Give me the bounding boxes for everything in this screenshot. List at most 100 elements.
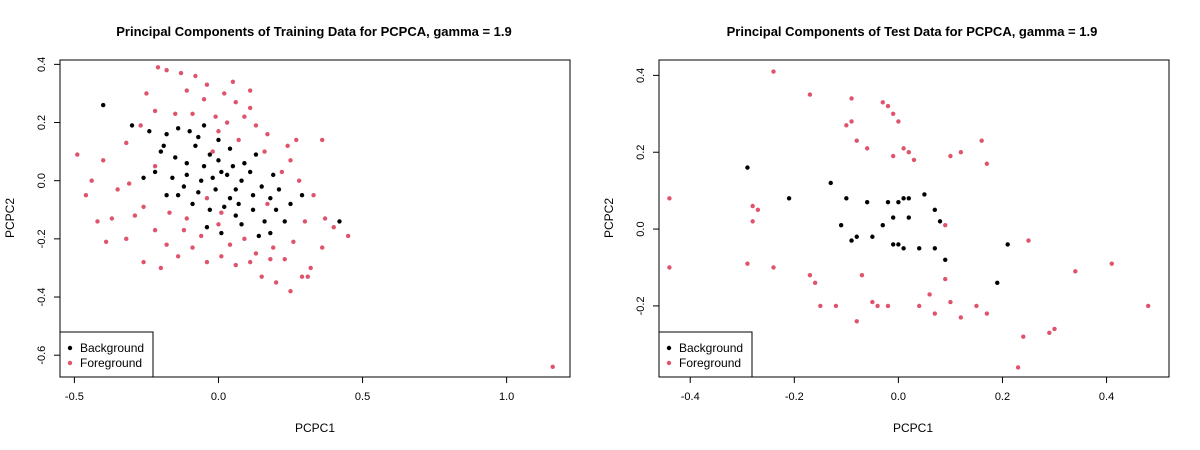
foreground-point (880, 100, 885, 105)
foreground-point (101, 158, 106, 163)
y-tick-label: 0.4 (36, 57, 48, 72)
background-point (896, 242, 901, 247)
background-point (917, 246, 922, 251)
legend-marker-background (666, 345, 672, 351)
foreground-point (262, 149, 267, 154)
background-point (995, 280, 1000, 286)
foreground-point (927, 292, 932, 297)
background-point (196, 134, 201, 140)
background-point (247, 169, 253, 175)
x-axis-ticks: -0.4 -0.2 0.0 0.2 0.4 (681, 377, 1114, 403)
foreground-point (906, 150, 911, 155)
foreground-point (854, 319, 859, 324)
foreground-point (345, 233, 351, 239)
foreground-point (885, 303, 891, 309)
foreground-point (667, 196, 672, 201)
background-point (207, 152, 213, 157)
background-point (198, 178, 204, 183)
foreground-point (109, 216, 115, 221)
foreground-point (141, 204, 146, 210)
foreground-point (807, 272, 813, 278)
foreground-point (1109, 261, 1114, 266)
y-tick-label: -0.6 (36, 346, 48, 365)
foreground-point (219, 254, 224, 259)
background-point (299, 193, 305, 198)
legend-box (658, 331, 753, 378)
x-tick-label: 0.0 (211, 391, 226, 403)
foreground-point (296, 178, 302, 183)
background-point (922, 192, 927, 197)
foreground-point (132, 213, 138, 218)
foreground-point (95, 219, 100, 224)
foreground-point (216, 222, 221, 227)
background-point (147, 129, 152, 134)
foreground-point (308, 265, 313, 271)
foreground-point (247, 105, 253, 111)
legend: Background Foreground (658, 331, 753, 378)
foreground-point (974, 303, 979, 309)
x-tick-label: 1.0 (499, 391, 514, 403)
foreground-point (204, 259, 210, 265)
foreground-point (167, 210, 172, 215)
foreground-point (158, 265, 164, 271)
background-point (854, 234, 859, 239)
foreground-point (201, 97, 207, 102)
background-point (190, 201, 195, 207)
foreground-point (273, 280, 279, 285)
foreground-point (1021, 334, 1026, 339)
foreground-point (242, 114, 247, 119)
foreground-point (958, 150, 964, 155)
foreground-point (870, 299, 875, 305)
background-point (890, 242, 896, 247)
foreground-point (233, 262, 238, 268)
x-tick-label: 0.0 (891, 391, 906, 403)
legend-marker-background (67, 345, 73, 351)
legend-marker-foreground (67, 360, 73, 366)
foreground-point (152, 163, 158, 169)
foreground-point (190, 111, 195, 117)
foreground-point (984, 161, 990, 166)
background-point (885, 199, 891, 205)
foreground-point (1073, 269, 1078, 274)
x-axis-label: PCPC1 (295, 421, 335, 435)
background-point (216, 158, 221, 163)
y-tick-label: 0.0 (36, 173, 48, 188)
foreground-point (864, 146, 870, 151)
background-point (901, 246, 906, 251)
foreground-point (233, 99, 238, 105)
foreground-point (302, 219, 308, 224)
foreground-point (291, 239, 296, 244)
foreground-point (958, 315, 964, 320)
foreground-point (271, 245, 276, 250)
foreground-point (750, 203, 755, 209)
background-point (276, 187, 282, 192)
foreground-point (184, 216, 189, 221)
foreground-point (236, 137, 241, 143)
foreground-point (152, 227, 158, 233)
background-point (216, 137, 221, 143)
background-point (262, 219, 267, 224)
background-point (838, 223, 844, 228)
foreground-point (948, 299, 953, 305)
x-tick-label: 0.4 (1099, 391, 1114, 403)
foreground-point (288, 158, 293, 163)
foreground-point (896, 119, 901, 124)
foreground-point (198, 233, 204, 239)
plot-frame (59, 59, 571, 378)
background-point (227, 195, 233, 201)
background-point (204, 225, 210, 230)
legend-label-foreground: Foreground (80, 356, 142, 370)
background-point (271, 172, 276, 178)
background-point (1005, 242, 1010, 247)
foreground-point (126, 181, 132, 186)
foreground-point (771, 265, 776, 270)
foreground-point (268, 257, 273, 262)
y-tick-label: 0.0 (635, 221, 647, 236)
x-tick-label: -0.2 (785, 391, 804, 403)
background-point (828, 180, 833, 186)
legend-marker-foreground (666, 360, 672, 366)
foreground-point (210, 149, 215, 154)
foreground-point (247, 88, 253, 93)
foreground-point (331, 225, 336, 230)
